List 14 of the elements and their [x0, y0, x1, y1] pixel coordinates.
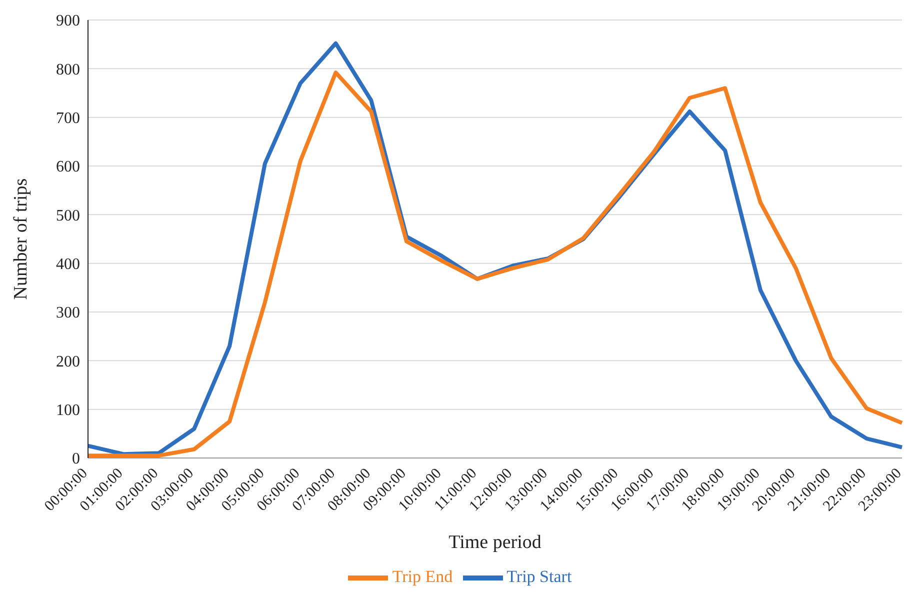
y-tick-label: 100: [56, 402, 80, 420]
y-tick-label: 800: [56, 61, 80, 78]
y-tick-label: 300: [56, 304, 80, 322]
y-tick-label: 200: [56, 353, 80, 370]
y-axis-title: Number of trips: [10, 178, 32, 300]
y-tick-label: 400: [56, 256, 80, 274]
y-tick-label: 700: [56, 110, 80, 128]
y-tick-label: 500: [56, 207, 80, 224]
legend-label: Trip Start: [506, 566, 572, 586]
y-tick-label: 0: [72, 450, 80, 468]
x-axis-title: Time period: [448, 532, 542, 553]
y-tick-label: 600: [56, 158, 80, 176]
legend-label: Trip End: [392, 566, 453, 586]
y-tick-label: 900: [56, 12, 80, 30]
